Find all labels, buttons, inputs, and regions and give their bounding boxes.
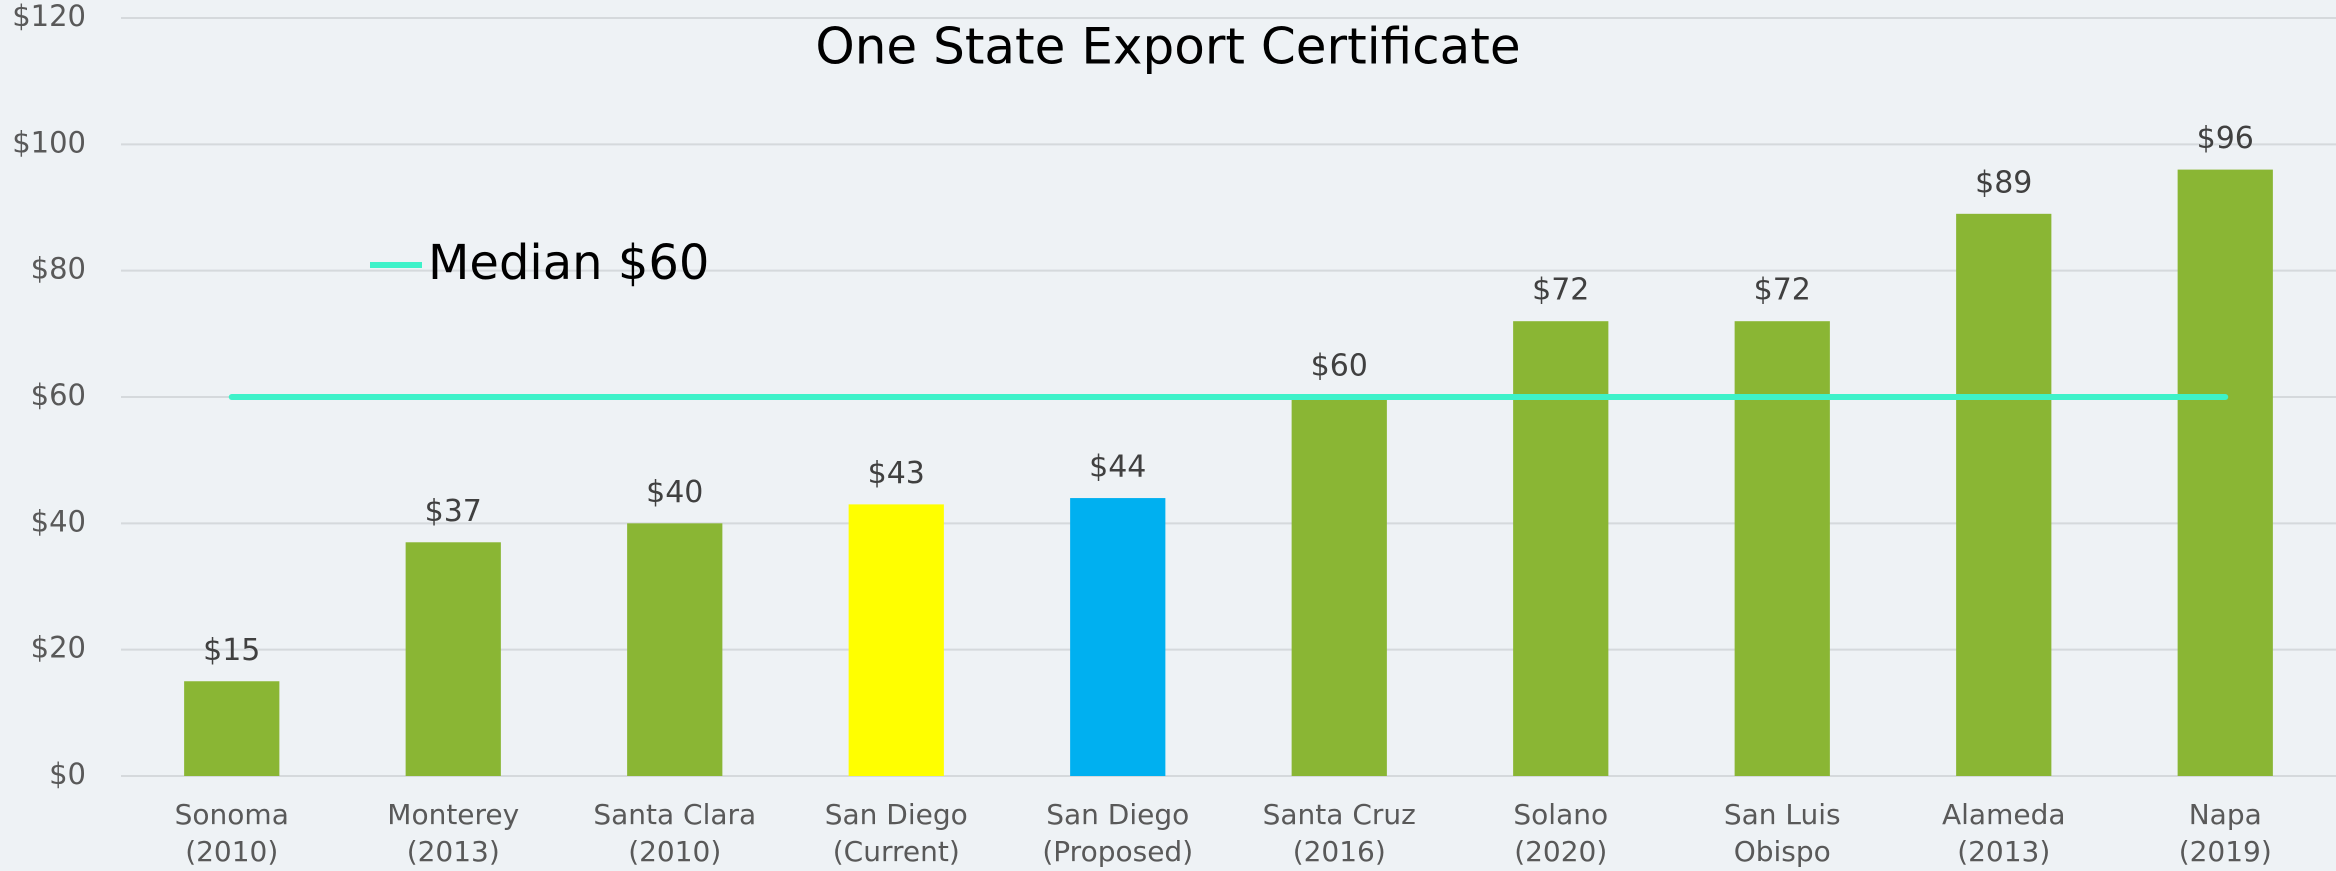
data-label: $44 [1089,450,1146,485]
data-label: $37 [425,494,482,529]
data-label: $60 [1311,349,1368,384]
x-tick-label: San Diego (Current) [824,798,968,868]
data-label: $43 [868,456,925,491]
bar [2177,169,2273,777]
y-tick-label: $40 [31,504,86,538]
bar [1734,321,1830,776]
x-tick-label: Sonoma (2010) [174,798,289,868]
bar [184,681,280,776]
x-tick-label: Santa Cruz (2016) [1262,798,1416,868]
x-tick-label: San Luis Obispo (2019) [1723,798,1841,868]
x-tick-label: San Diego (Proposed) [1042,798,1194,868]
bar [627,523,723,776]
chart-title: One State Export Certificate [815,18,1520,76]
data-label: $40 [646,475,703,510]
y-tick-label: $100 [12,125,86,159]
y-tick-label: $80 [31,252,86,286]
bar [405,542,501,776]
x-tick-label: Alameda (2013) [1941,798,2066,868]
data-label: $72 [1532,273,1589,308]
x-tick-label: Solano (2020) [1513,798,1609,868]
legend-label: Median $60 [428,235,709,291]
y-tick-label: $120 [12,0,86,33]
bar [848,504,944,776]
data-label: $96 [2197,121,2254,156]
data-label: $15 [203,633,260,668]
bar [1956,213,2052,777]
y-tick-label: $60 [31,378,86,412]
x-tick-label: Monterey (2013) [387,798,520,868]
data-label: $89 [1975,165,2032,200]
x-tick-label: Santa Clara (2010) [593,798,757,868]
y-tick-label: $20 [31,631,86,665]
bar [1513,321,1609,776]
bar [1070,498,1166,776]
data-label: $72 [1754,273,1811,308]
bar [1291,397,1387,776]
x-tick-label: Napa (2019) [2178,798,2272,868]
y-tick-label: $0 [49,757,86,791]
